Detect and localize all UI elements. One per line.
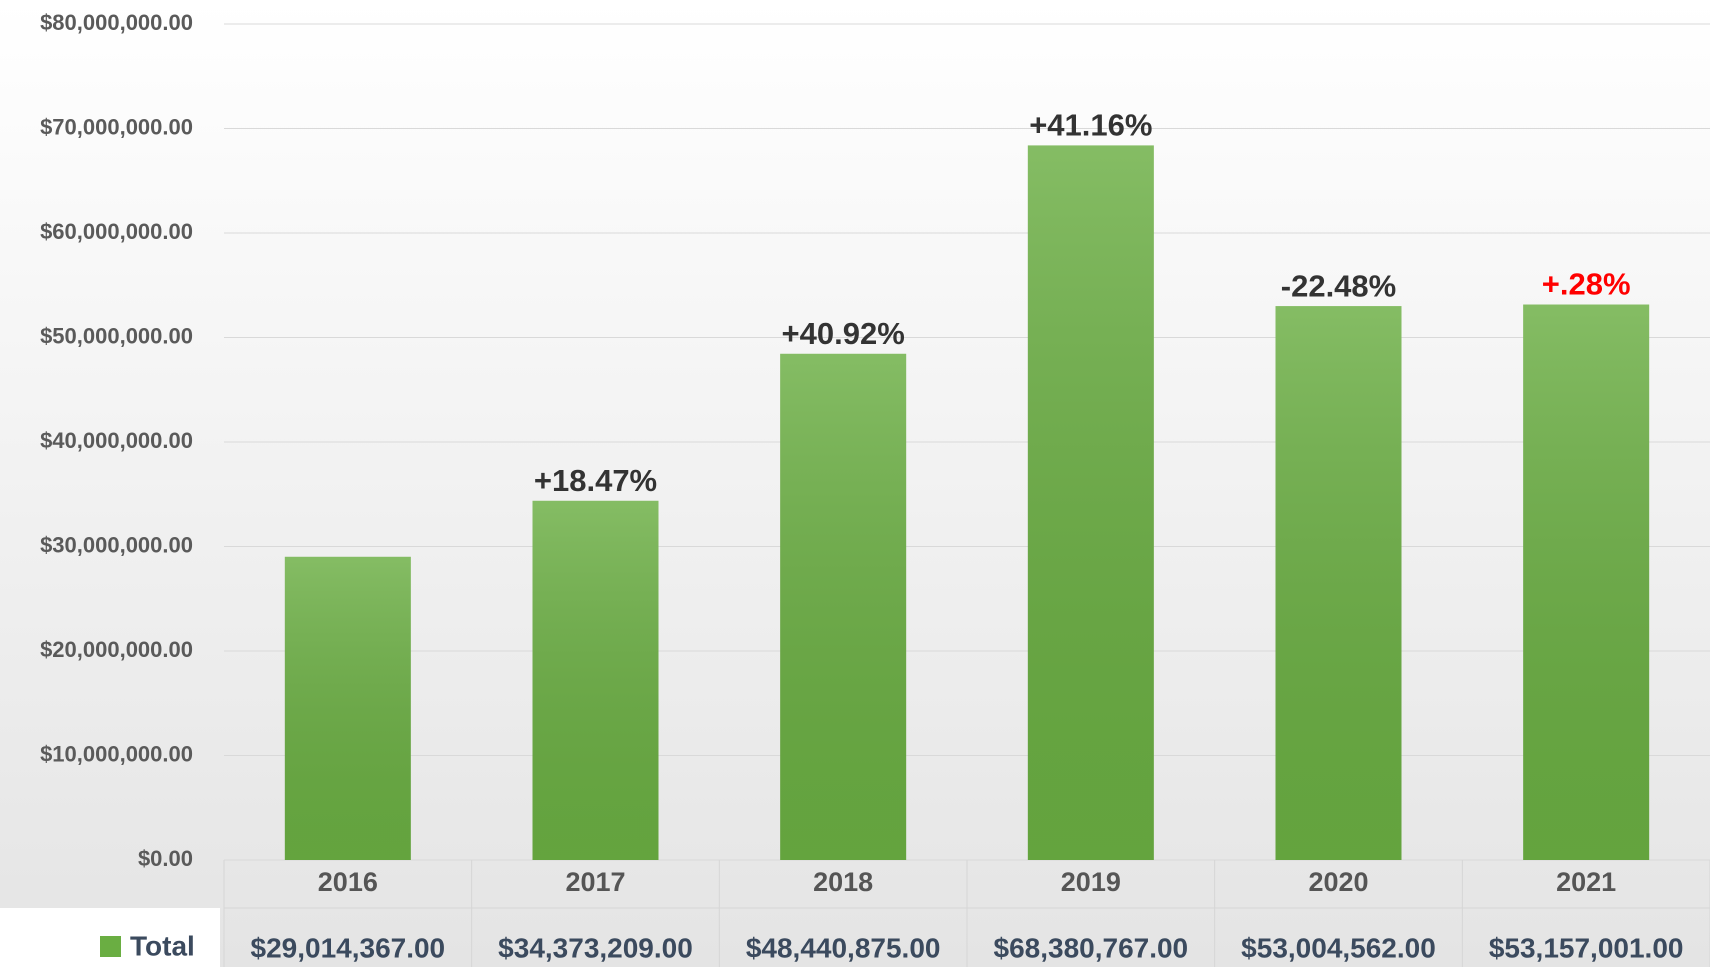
change-label: +.28% [1542,267,1631,302]
change-label: -22.48% [1281,268,1396,303]
bar-shade [780,354,906,860]
y-tick-label: $20,000,000.00 [40,637,193,662]
chart: $0.00 $10,000,000.00 $20,000,000.00 $30,000… [0,0,1710,967]
y-tick-label: $80,000,000.00 [40,10,193,35]
y-tick-label: $70,000,000.00 [40,114,193,139]
change-label: +41.16% [1029,108,1152,143]
value-label: $29,014,367.00 [251,932,446,963]
legend-swatch [100,936,121,957]
value-label: $34,373,209.00 [498,932,693,963]
x-tick-label: 2018 [813,867,873,897]
change-label: +40.92% [782,316,905,351]
change-label: +18.47% [534,463,657,498]
y-tick-label: $60,000,000.00 [40,219,193,244]
bar-shade [533,501,659,860]
y-tick-label: $10,000,000.00 [40,741,193,766]
x-tick-label: 2017 [565,867,625,897]
value-label: $53,004,562.00 [1241,932,1436,963]
y-tick-label: $40,000,000.00 [40,428,193,453]
x-tick-label: 2016 [318,867,378,897]
legend-label: Total [130,930,195,961]
y-tick-label: $30,000,000.00 [40,532,193,557]
value-label: $48,440,875.00 [746,932,941,963]
y-tick-label: $50,000,000.00 [40,323,193,348]
y-tick-label: $0.00 [138,846,193,871]
bar-shade [1028,145,1154,860]
value-label: $53,157,001.00 [1489,932,1684,963]
value-label: $68,380,767.00 [994,932,1189,963]
x-tick-label: 2021 [1556,867,1616,897]
x-tick-label: 2020 [1308,867,1368,897]
x-tick-label: 2019 [1061,867,1121,897]
bar-shade [1523,305,1649,860]
bar-shade [1276,306,1402,860]
bar-shade [285,557,411,860]
